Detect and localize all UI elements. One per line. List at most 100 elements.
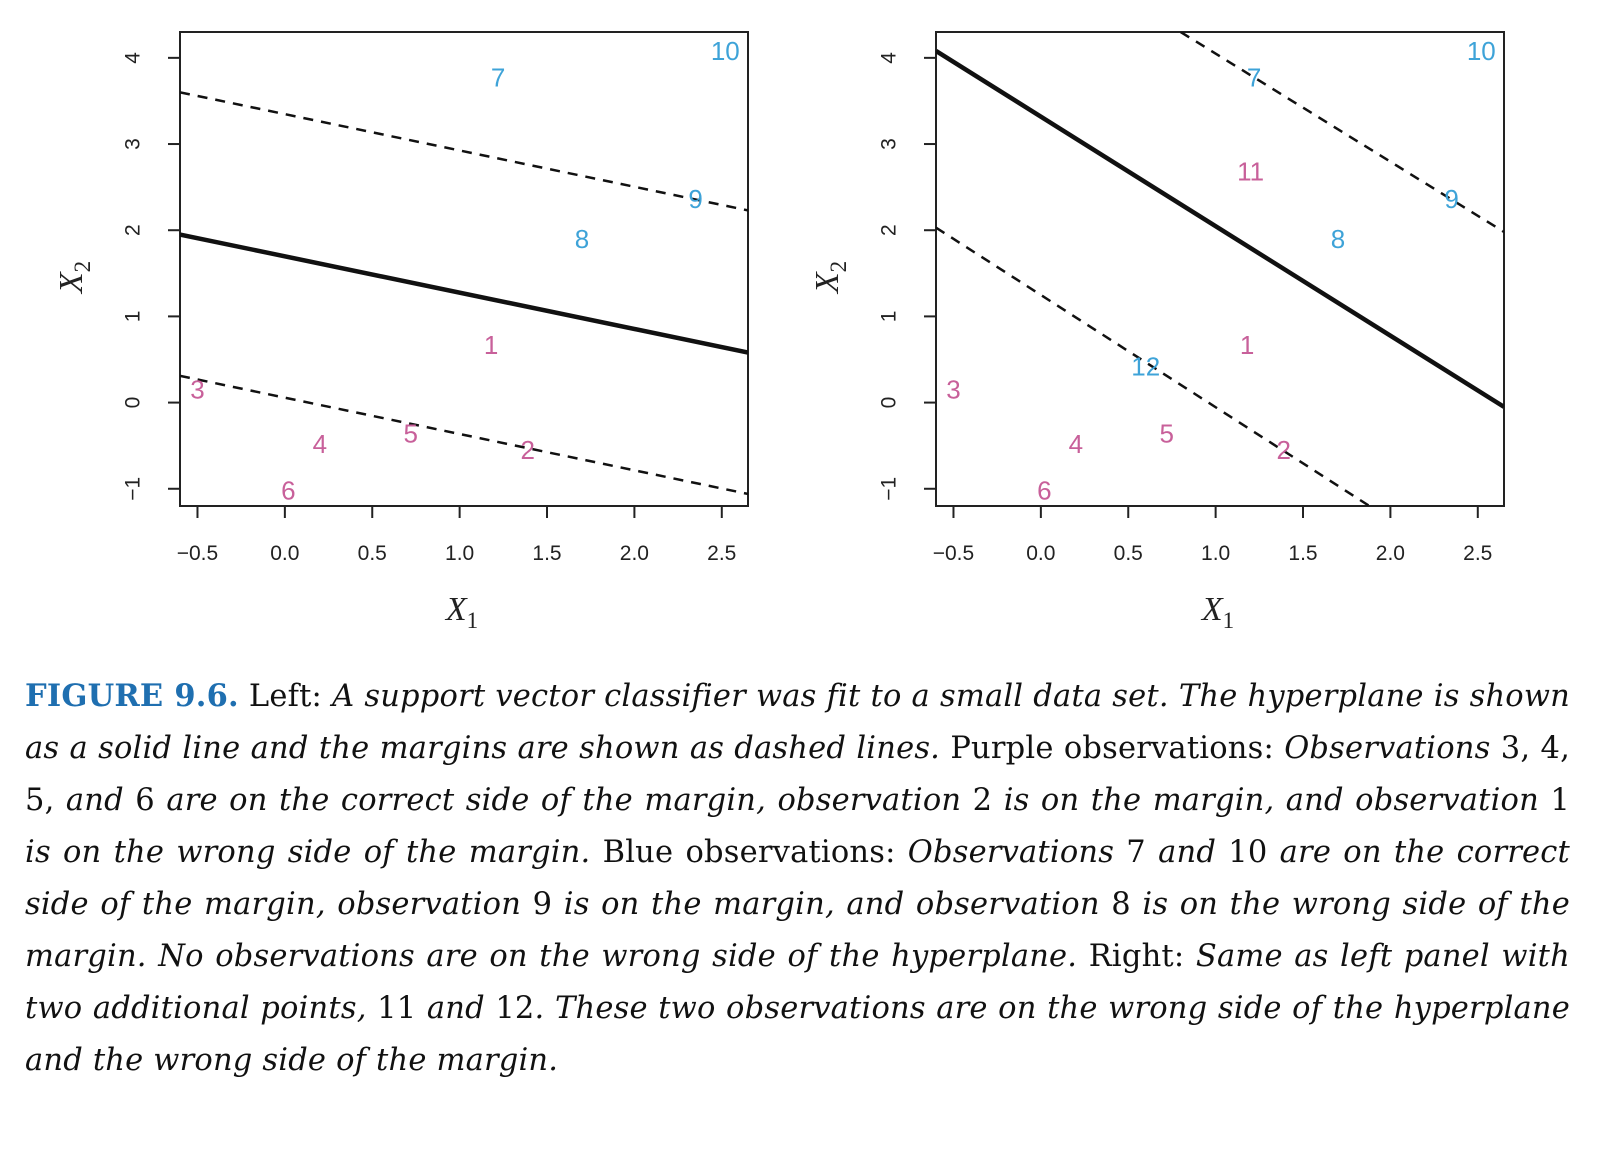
observation-label: 5 xyxy=(403,419,417,449)
caption-segment: 9 xyxy=(532,887,553,922)
caption-segment: 6 xyxy=(135,783,155,818)
observation-label: 9 xyxy=(1444,184,1458,214)
x-tick-label: 2.0 xyxy=(620,542,649,565)
caption-segment: and xyxy=(1145,835,1229,870)
observation-label: 4 xyxy=(1069,429,1083,459)
observation-label: 8 xyxy=(1331,224,1345,254)
figure-label: FIGURE 9.6. xyxy=(25,678,239,714)
y-axis-title-main: X xyxy=(53,271,90,295)
hyperplane-line xyxy=(180,232,748,355)
observation-label: 12 xyxy=(1131,351,1160,381)
y-tick-label: −1 xyxy=(878,477,901,501)
caption-segment: Same as left panel with two additional p… xyxy=(25,939,1570,1026)
x-tick-label: 2.5 xyxy=(1463,542,1492,565)
caption-segment: Right: xyxy=(1077,939,1196,974)
y-axis-title-subscript: 2 xyxy=(70,261,95,273)
observation-label: 9 xyxy=(688,184,702,214)
caption-segment: 2 xyxy=(972,783,993,818)
margin-line xyxy=(180,91,748,212)
observation-label: 10 xyxy=(711,36,740,66)
line-group xyxy=(936,32,1504,506)
x-tick-label: 0.5 xyxy=(1114,542,1143,565)
caption-segment: Blue observations: xyxy=(590,835,908,870)
figure-caption: FIGURE 9.6. Left: A support vector class… xyxy=(25,670,1570,1087)
x-axis-title: X1 xyxy=(444,591,478,633)
caption-segment: Observations xyxy=(907,835,1127,870)
caption-segment: are on the correct side of the margin, o… xyxy=(154,783,973,818)
line-group xyxy=(180,91,748,496)
observation-label: 11 xyxy=(1237,157,1264,187)
observation-label: 3 xyxy=(946,375,960,405)
observation-label: 7 xyxy=(1247,63,1261,93)
x-axis-title: X1 xyxy=(1200,591,1234,633)
caption-segment: 8 xyxy=(1111,887,1131,922)
y-tick-label: 2 xyxy=(878,224,901,236)
caption-segment: 3, 4, 5, xyxy=(25,731,1570,818)
plot-frame xyxy=(935,31,1505,507)
y-tick-label: 4 xyxy=(122,52,145,64)
observation-label: 2 xyxy=(1277,435,1291,465)
x-axis-title-subscript: 1 xyxy=(467,608,479,633)
observation-label: 7 xyxy=(491,63,505,93)
y-tick-label: 3 xyxy=(122,138,145,150)
y-tick-label: 3 xyxy=(878,138,901,150)
y-tick-label: 1 xyxy=(122,311,145,323)
x-tick-label: −0.5 xyxy=(933,542,974,565)
x-axis-title-main: X xyxy=(1200,591,1224,628)
observation-label: 10 xyxy=(1467,36,1496,66)
x-tick-label: 0.0 xyxy=(1026,542,1055,565)
x-axis-title-subscript: 1 xyxy=(1223,608,1235,633)
caption-segment: 10 xyxy=(1228,835,1268,870)
x-axis-title-main: X xyxy=(444,591,468,628)
margin-line xyxy=(180,374,748,496)
margin-line xyxy=(936,226,1371,506)
caption-segment: Purple observations: xyxy=(940,731,1285,766)
caption-segment: 12 xyxy=(495,991,535,1026)
caption-segment: are on the correct side of the margin, o… xyxy=(25,835,1571,922)
caption-segment: Observations xyxy=(1284,731,1501,766)
y-axis-title-main: X xyxy=(809,271,846,295)
observation-label: 6 xyxy=(281,475,295,505)
caption-segment: and xyxy=(416,991,496,1026)
caption-segment: A support vector classifier was fit to a… xyxy=(25,679,1570,766)
caption-segment: 11 xyxy=(377,991,417,1026)
caption-segment: and xyxy=(54,783,136,818)
caption-segment: is on the wrong side of the margin. xyxy=(25,835,591,870)
x-tick-label: −0.5 xyxy=(177,542,218,565)
caption-segment: 1 xyxy=(1550,783,1570,818)
observation-label: 8 xyxy=(575,224,589,254)
y-axis-title: X2 xyxy=(809,261,851,295)
y-tick-label: −1 xyxy=(122,477,145,501)
y-tick-label: 0 xyxy=(878,397,901,409)
caption-segment: is on the margin, and observation xyxy=(992,783,1551,818)
observation-label: 1 xyxy=(1240,330,1254,360)
x-tick-label: 1.5 xyxy=(532,542,561,565)
y-axis-title-subscript: 2 xyxy=(826,261,851,273)
x-tick-label: 1.0 xyxy=(445,542,474,565)
caption-segment: 7 xyxy=(1126,835,1146,870)
x-tick-label: 0.5 xyxy=(358,542,387,565)
observation-label: 6 xyxy=(1037,475,1051,505)
x-tick-label: 1.5 xyxy=(1288,542,1317,565)
caption-segment: Left: xyxy=(238,679,333,714)
observation-label: 5 xyxy=(1159,419,1173,449)
x-tick-label: 1.0 xyxy=(1201,542,1230,565)
margin-line xyxy=(1180,32,1504,234)
observation-label: 2 xyxy=(521,435,535,465)
x-tick-label: 0.0 xyxy=(270,542,299,565)
plot-frame xyxy=(179,31,749,507)
y-tick-label: 4 xyxy=(878,52,901,64)
observation-label: 1 xyxy=(484,330,498,360)
observation-label: 3 xyxy=(190,375,204,405)
x-tick-label: 2.5 xyxy=(707,542,736,565)
y-tick-label: 2 xyxy=(122,224,145,236)
caption-segment: is on the wrong side of the margin. No o… xyxy=(25,887,1570,974)
y-tick-label: 1 xyxy=(878,311,901,323)
y-axis-title: X2 xyxy=(53,261,95,295)
caption-segment: is on the margin, and observation xyxy=(552,887,1112,922)
caption-body: Left: A support vector classifier was fi… xyxy=(25,679,1570,1078)
x-tick-label: 2.0 xyxy=(1376,542,1405,565)
